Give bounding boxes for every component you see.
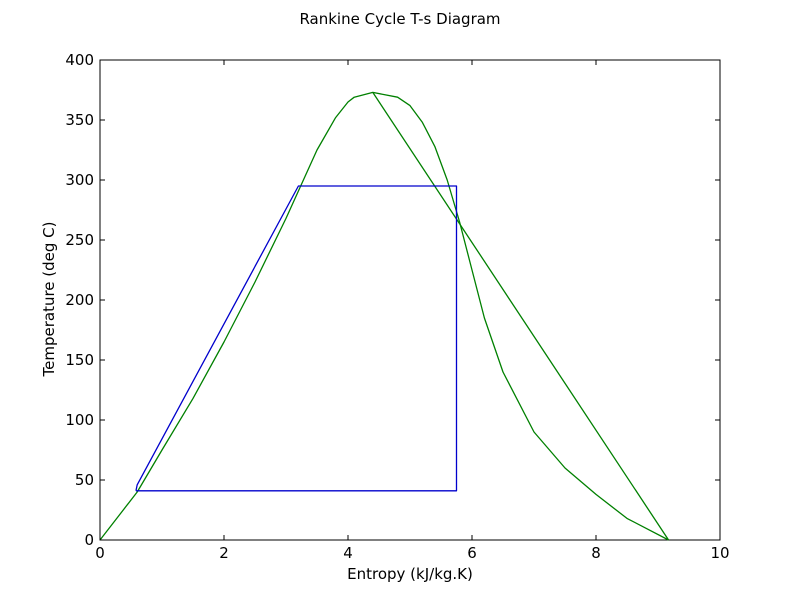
x-tick-label: 4 bbox=[343, 544, 353, 562]
y-tick-label: 0 bbox=[84, 531, 94, 549]
y-tick-label: 250 bbox=[65, 231, 94, 249]
plot-frame bbox=[99, 59, 721, 541]
y-tick-label: 200 bbox=[65, 291, 94, 309]
x-tick-label: 6 bbox=[467, 544, 477, 562]
x-axis-label: Entropy (kJ/kg.K) bbox=[347, 565, 473, 583]
series-line-2 bbox=[135, 185, 458, 492]
x-tick-label: 8 bbox=[591, 544, 601, 562]
y-tick-label: 100 bbox=[65, 411, 94, 429]
series-layer bbox=[99, 91, 670, 541]
x-tick-label: 10 bbox=[710, 544, 729, 562]
chart-title: Rankine Cycle T-s Diagram bbox=[299, 10, 500, 28]
series-line-1 bbox=[372, 92, 670, 541]
plot-area bbox=[99, 59, 721, 541]
y-tick-label: 400 bbox=[65, 51, 94, 69]
y-tick-label: 350 bbox=[65, 111, 94, 129]
x-tick-label: 2 bbox=[219, 544, 229, 562]
x-axis: 0 2 4 6 8 10 bbox=[95, 60, 730, 562]
y-axis-label: Temperature (deg C) bbox=[40, 221, 58, 377]
series-line-0 bbox=[99, 91, 669, 541]
y-tick-label: 150 bbox=[65, 351, 94, 369]
y-axis: 0 50 100 150 200 250 300 350 400 bbox=[65, 51, 720, 549]
x-tick-label: 0 bbox=[95, 544, 105, 562]
y-tick-label: 50 bbox=[75, 471, 94, 489]
y-tick-label: 300 bbox=[65, 171, 94, 189]
